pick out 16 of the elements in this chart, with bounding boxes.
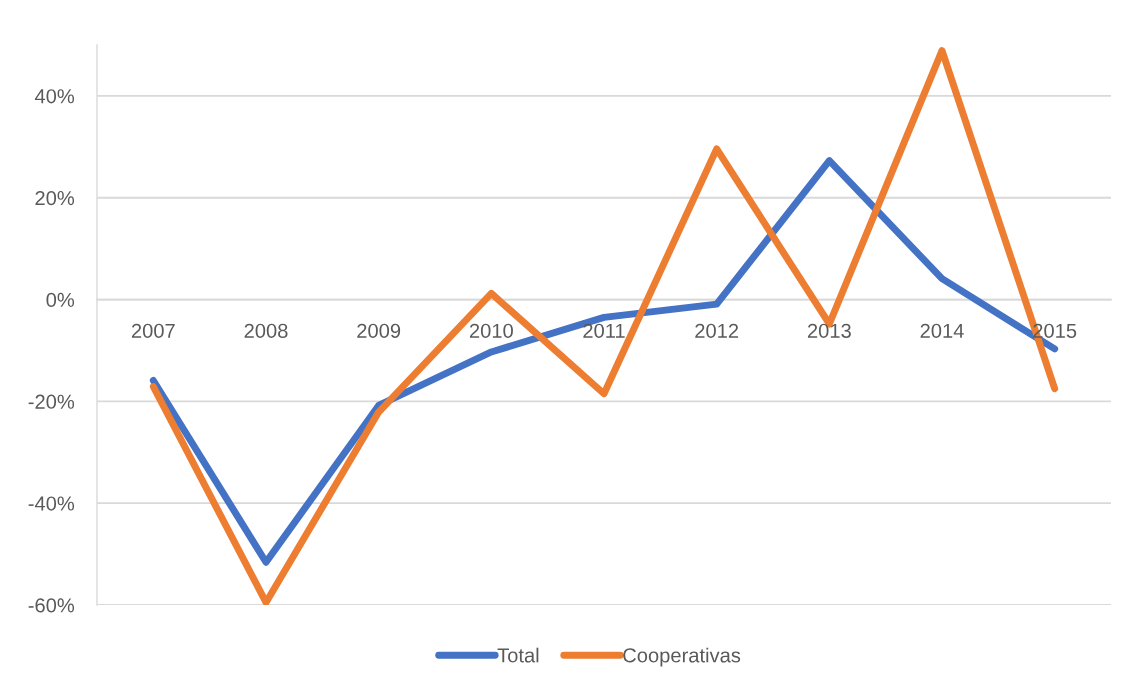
x-tick-label: 2012 [695,323,739,338]
x-tick-label: 2014 [920,323,964,338]
legend-label: Total [497,647,539,663]
x-tick-label: 2010 [469,323,513,338]
y-tick-label: 0% [46,292,75,308]
x-tick-label: 2011 [583,323,625,338]
y-tick-label: 40% [34,89,75,104]
x-tick-label: 2008 [244,323,288,338]
y-tick-label: 20% [35,190,75,206]
x-tick-label: 2013 [807,323,851,338]
y-tick-label: -40% [28,496,75,511]
y-tick-label: -60% [28,598,75,613]
x-tick-label: 2007 [131,323,175,338]
legend-label: Cooperativas [623,647,741,667]
x-tick-label: 2009 [357,323,401,338]
y-tick-label: -20% [28,394,75,409]
